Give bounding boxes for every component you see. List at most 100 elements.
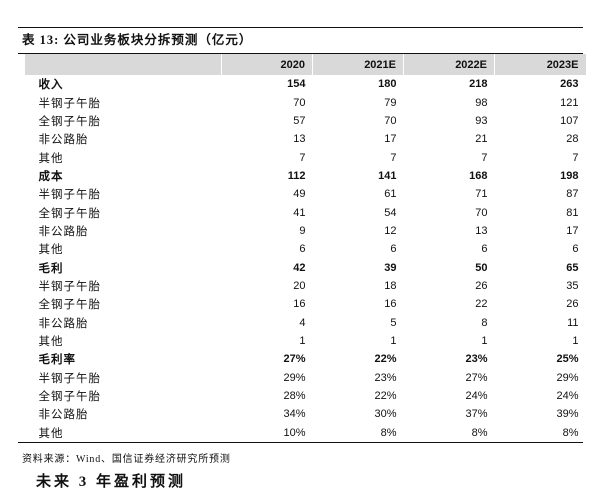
bottom-rule	[18, 441, 583, 443]
cell-value: 22%	[374, 353, 397, 366]
table-row: 成本 112 141 168 198	[22, 167, 586, 185]
table-row: 半钢子午胎 29% 23% 27% 29%	[22, 369, 586, 387]
cell-value: 13	[293, 133, 306, 146]
cell-value: 6	[572, 243, 579, 256]
cell-value: 42	[293, 261, 306, 274]
cell-value: 1	[572, 334, 579, 347]
table-row: 全钢子午胎 28% 22% 24% 24%	[22, 387, 586, 405]
cell-value: 263	[560, 78, 579, 91]
cell-value: 22%	[374, 390, 397, 403]
cell-value: 1	[481, 334, 488, 347]
row-label: 非公路胎	[38, 409, 89, 422]
corner-cell	[18, 54, 222, 75]
cell-value: 65	[566, 261, 579, 274]
forecast-table: 2020 2021E 2022E 2023E 收入 154 180 218 263 半钢子午胎 7…	[18, 54, 586, 442]
column-header: 2023E	[494, 54, 586, 75]
cell-value: 6	[299, 243, 306, 256]
row-label: 半钢子午胎	[38, 280, 101, 293]
cell-value: 29%	[283, 371, 306, 384]
column-header: 2022E	[403, 54, 495, 75]
cell-value: 24%	[556, 390, 579, 403]
row-label: 其他	[38, 244, 64, 257]
cell-value: 35	[566, 279, 579, 292]
table-row: 全钢子午胎 57 70 93 107	[22, 112, 586, 130]
cell-value: 70	[293, 96, 306, 109]
cell-value: 71	[475, 188, 488, 201]
cell-value: 13	[475, 224, 488, 237]
cell-value: 6	[481, 243, 488, 256]
cell-value: 41	[293, 206, 306, 219]
table-header-row: 2020 2021E 2022E 2023E	[18, 54, 586, 75]
row-label: 全钢子午胎	[38, 299, 101, 312]
cell-value: 25%	[556, 353, 579, 366]
row-label: 非公路胎	[38, 134, 89, 147]
cell-value: 54	[384, 206, 397, 219]
cell-value: 27%	[283, 353, 306, 366]
table-row: 半钢子午胎 49 61 71 87	[22, 185, 586, 203]
cell-value: 30%	[374, 408, 397, 421]
cell-value: 154	[287, 78, 306, 91]
table-row: 全钢子午胎 41 54 70 81	[22, 203, 586, 221]
cell-value: 7	[572, 151, 579, 164]
row-label: 全钢子午胎	[38, 207, 101, 220]
table-row: 收入 154 180 218 263	[22, 75, 586, 93]
table-row: 全钢子午胎 16 16 22 26	[22, 295, 586, 313]
source-note: 资料来源：Wind、国信证券经济研究所预测	[22, 453, 231, 465]
cell-value: 39	[384, 261, 397, 274]
cell-value: 28%	[283, 390, 306, 403]
cell-value: 39%	[556, 408, 579, 421]
cell-value: 8%	[471, 426, 488, 439]
cell-value: 21	[475, 133, 488, 146]
cell-value: 1	[299, 334, 306, 347]
cell-value: 23%	[465, 353, 488, 366]
cell-value: 107	[560, 114, 579, 127]
row-label: 其他	[38, 335, 64, 348]
row-label: 半钢子午胎	[38, 372, 101, 385]
cell-value: 28	[566, 133, 579, 146]
cell-value: 49	[293, 188, 306, 201]
cell-value: 26	[475, 279, 488, 292]
table-row: 毛利率 27% 22% 23% 25%	[22, 350, 586, 368]
cell-value: 17	[566, 224, 579, 237]
cell-value: 16	[384, 298, 397, 311]
cell-value: 9	[299, 224, 306, 237]
table-row: 其他 7 7 7 7	[22, 148, 586, 166]
cell-value: 70	[384, 114, 397, 127]
table-row: 半钢子午胎 20 18 26 35	[22, 277, 586, 295]
cell-value: 17	[384, 133, 397, 146]
cell-value: 8%	[380, 426, 397, 439]
cell-value: 7	[481, 151, 488, 164]
next-section-heading: 未来 3 年盈利预测	[36, 474, 187, 490]
cell-value: 70	[475, 206, 488, 219]
table-row: 半钢子午胎 70 79 98 121	[22, 93, 586, 111]
cell-value: 34%	[283, 408, 306, 421]
cell-value: 22	[475, 298, 488, 311]
column-header: 2020	[221, 54, 313, 75]
table-row: 其他 1 1 1 1	[22, 332, 586, 350]
table-body: 收入 154 180 218 263 半钢子午胎 70 79 98 121 全钢子午胎 57 70 93 1…	[22, 75, 586, 442]
cell-value: 81	[566, 206, 579, 219]
row-label: 全钢子午胎	[38, 115, 101, 128]
cell-value: 24%	[465, 390, 488, 403]
title-rule	[18, 53, 583, 54]
cell-value: 11	[567, 316, 579, 329]
report-table-block: 表 13: 公司业务板块分拆预测（亿元） 2020 2021E 2022E 2023E…	[18, 27, 586, 465]
cell-value: 26	[566, 298, 579, 311]
cell-value: 20	[293, 279, 306, 292]
table-title: 表 13: 公司业务板块分拆预测（亿元）	[22, 33, 253, 47]
table-row: 毛利 42 39 50 65	[22, 258, 586, 276]
cell-value: 5	[390, 316, 397, 329]
table-row: 其他 10% 8% 8% 8%	[22, 424, 586, 442]
cell-value: 7	[390, 151, 397, 164]
row-label: 收入	[38, 79, 64, 92]
cell-value: 141	[378, 169, 397, 182]
row-label: 非公路胎	[38, 317, 89, 330]
row-label: 全钢子午胎	[38, 391, 101, 404]
table-row: 非公路胎 13 17 21 28	[22, 130, 586, 148]
cell-value: 37%	[465, 408, 488, 421]
column-header: 2021E	[312, 54, 404, 75]
cell-value: 57	[293, 114, 306, 127]
row-label: 其他	[38, 152, 64, 165]
cell-value: 198	[560, 169, 579, 182]
row-label: 非公路胎	[38, 225, 89, 238]
